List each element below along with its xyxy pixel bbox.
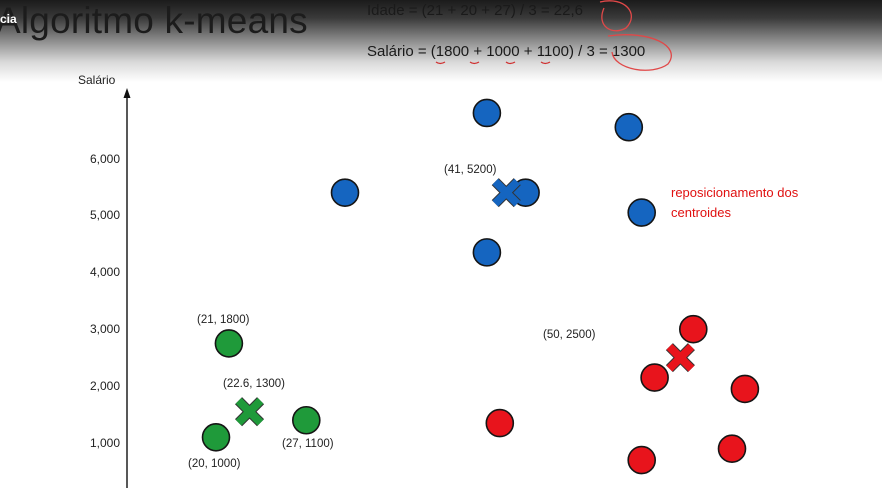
centroid-label: (50, 2500) <box>543 329 596 341</box>
centroid-marker <box>491 178 521 208</box>
data-point <box>472 238 502 267</box>
y-tick-label: 3,000 <box>89 322 120 336</box>
point-label: (27, 1100) <box>282 438 334 450</box>
centroid-label: (41, 5200) <box>444 164 497 176</box>
point-label: (21, 1800) <box>197 314 250 326</box>
annotation-loop <box>599 0 632 32</box>
data-point <box>472 98 502 128</box>
y-tick-label: 4,000 <box>89 265 120 279</box>
annotation-underline <box>435 61 551 65</box>
data-point <box>330 178 360 207</box>
data-point <box>201 423 231 452</box>
y-tick-label: 1,000 <box>89 436 120 450</box>
y-axis-arrow <box>123 88 131 98</box>
y-axis-title: Salário <box>78 73 116 87</box>
data-point <box>485 408 515 438</box>
data-point <box>640 363 669 392</box>
annotation-loop <box>607 34 672 71</box>
centroid-marker <box>665 343 695 373</box>
data-point <box>214 329 244 358</box>
data-point <box>678 314 708 344</box>
data-point <box>291 405 321 435</box>
centroid-marker <box>235 397 265 427</box>
point-label: (20, 1000) <box>188 458 241 470</box>
y-tick-label: 2,000 <box>89 379 120 393</box>
header-band <box>0 0 882 82</box>
annotation-note: reposicionamento dos centroides <box>671 185 799 220</box>
formula-salary: Salário = (1800 + 1000 + 1100) / 3 = 130… <box>367 43 646 60</box>
formula-age: Idade = (21 + 20 + 27) / 3 = 22,6 <box>367 2 583 19</box>
centroid-label: (22.6, 1300) <box>223 378 286 390</box>
y-tick-label: 6,000 <box>89 152 120 166</box>
corner-tag: cia <box>0 12 17 26</box>
data-point <box>614 112 644 142</box>
slide-title: Algoritmo k-means <box>0 0 308 41</box>
y-tick-label: 5,000 <box>89 208 120 222</box>
data-point <box>730 374 760 404</box>
data-point <box>627 445 657 475</box>
data-point <box>627 198 657 227</box>
data-point <box>717 434 747 463</box>
